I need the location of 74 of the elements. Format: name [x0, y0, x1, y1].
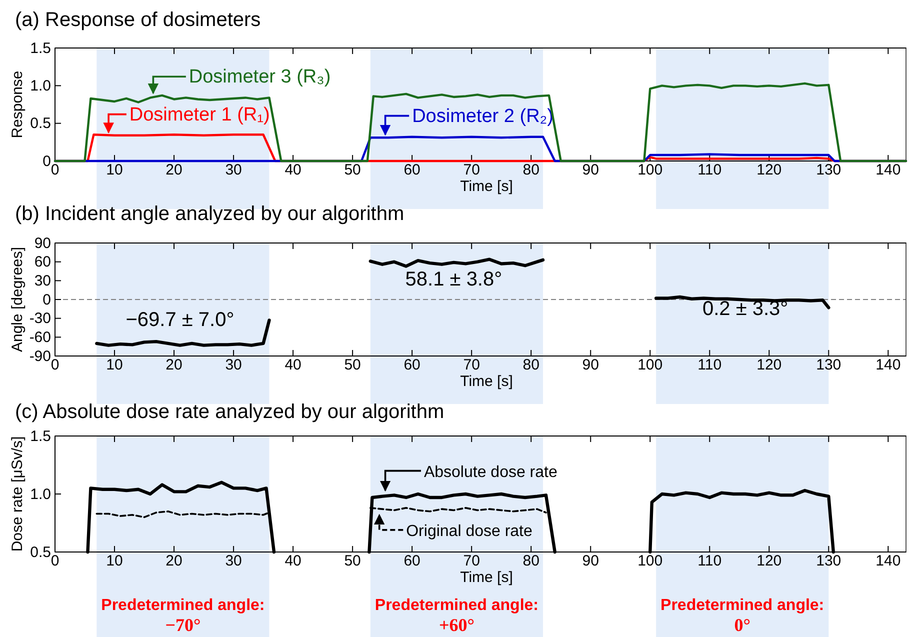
x-axis-title: Time [s] — [460, 373, 513, 390]
legend-label: Absolute dose rate — [424, 464, 558, 481]
x-tick-label: 20 — [166, 162, 182, 179]
x-tick-label: 100 — [638, 356, 663, 374]
x-tick-label: 130 — [816, 356, 842, 374]
x-tick-label: 50 — [344, 552, 361, 570]
x-tick-label: 130 — [816, 552, 842, 570]
x-tick-label: 110 — [698, 356, 722, 374]
x-tick-label: 90 — [582, 356, 599, 374]
x-tick-label: 100 — [638, 162, 663, 179]
x-tick-label: 20 — [166, 356, 182, 374]
x-tick-label: 140 — [876, 162, 901, 179]
x-tick-label: 140 — [876, 552, 901, 570]
y-axis-title: Dose rate [μSv/s] — [9, 436, 26, 552]
legend-label: Original dose rate — [406, 522, 533, 540]
x-tick-label: 10 — [106, 162, 123, 179]
y-tick-label: 1.0 — [30, 486, 51, 503]
x-tick-label: 80 — [522, 356, 540, 374]
y-tick-label: -90 — [29, 348, 51, 365]
x-tick-label: 120 — [756, 162, 782, 179]
chart-title: (a) Response of dosimeters — [15, 9, 261, 31]
legend-label: Dosimeter 2 (R₂) — [412, 106, 554, 127]
x-tick-label: 40 — [284, 552, 302, 570]
y-tick-label: 0.5 — [30, 115, 51, 132]
y-tick-label: 0 — [42, 291, 51, 308]
legend-label: Dosimeter 3 (R₃) — [188, 66, 331, 88]
x-axis-title: Time [s] — [460, 569, 513, 586]
y-tick-label: 1.5 — [30, 428, 51, 445]
x-tick-label: 70 — [463, 162, 480, 179]
x-tick-label: 120 — [756, 356, 782, 374]
x-tick-label: 30 — [225, 356, 242, 374]
x-tick-label: 60 — [404, 552, 420, 570]
x-tick-label: 90 — [582, 162, 599, 179]
x-tick-label: 40 — [284, 356, 302, 374]
x-tick-label: 140 — [876, 356, 901, 374]
annotation: 58.1 ± 3.8° — [405, 268, 502, 291]
x-tick-label: 30 — [225, 552, 242, 570]
y-tick-label: 60 — [34, 254, 51, 271]
y-tick-label: 1.5 — [30, 40, 51, 57]
band-label: Predetermined angle: +60° — [374, 597, 538, 635]
x-tick-label: 10 — [106, 356, 123, 374]
y-tick-label: -60 — [29, 328, 51, 346]
y-tick-label: 1.0 — [30, 77, 51, 94]
band-label: Predetermined angle: −70° — [101, 597, 265, 635]
x-tick-label: 100 — [638, 552, 663, 570]
x-tick-label: 50 — [344, 162, 361, 179]
y-axis-title: Response — [9, 70, 26, 138]
x-tick-label: 110 — [698, 552, 722, 570]
x-tick-label: 110 — [698, 162, 722, 179]
chart-title: (b) Incident angle analyzed by our algorithm — [15, 203, 404, 225]
x-tick-label: 60 — [404, 162, 420, 179]
chart-title: (c) Absolute dose rate analyzed by our algorithm — [15, 401, 444, 423]
y-tick-label: 90 — [34, 234, 51, 252]
x-tick-label: 70 — [463, 552, 480, 570]
y-axis-title: Angle [degrees] — [9, 246, 26, 352]
y-tick-label: 0.5 — [30, 544, 51, 561]
y-tick-label: -30 — [29, 310, 51, 328]
x-tick-label: 130 — [816, 162, 842, 179]
x-tick-label: 10 — [106, 552, 123, 570]
x-tick-label: 60 — [404, 356, 420, 374]
x-tick-label: 20 — [166, 552, 182, 570]
x-tick-label: 40 — [284, 162, 302, 179]
annotation: −69.7 ± 7.0° — [126, 308, 234, 331]
legend-label: Dosimeter 1 (R₁) — [129, 104, 270, 126]
x-tick-label: 90 — [582, 552, 599, 570]
x-tick-label: 70 — [463, 356, 480, 374]
x-tick-label: 80 — [522, 162, 540, 179]
x-tick-label: 120 — [756, 552, 782, 570]
band-label: Predetermined angle: 0° — [660, 597, 824, 635]
x-axis-title: Time [s] — [460, 178, 513, 195]
y-tick-label: 30 — [34, 272, 51, 290]
x-tick-label: 80 — [522, 552, 540, 570]
x-tick-label: 30 — [225, 162, 242, 179]
x-tick-label: 50 — [344, 356, 361, 374]
